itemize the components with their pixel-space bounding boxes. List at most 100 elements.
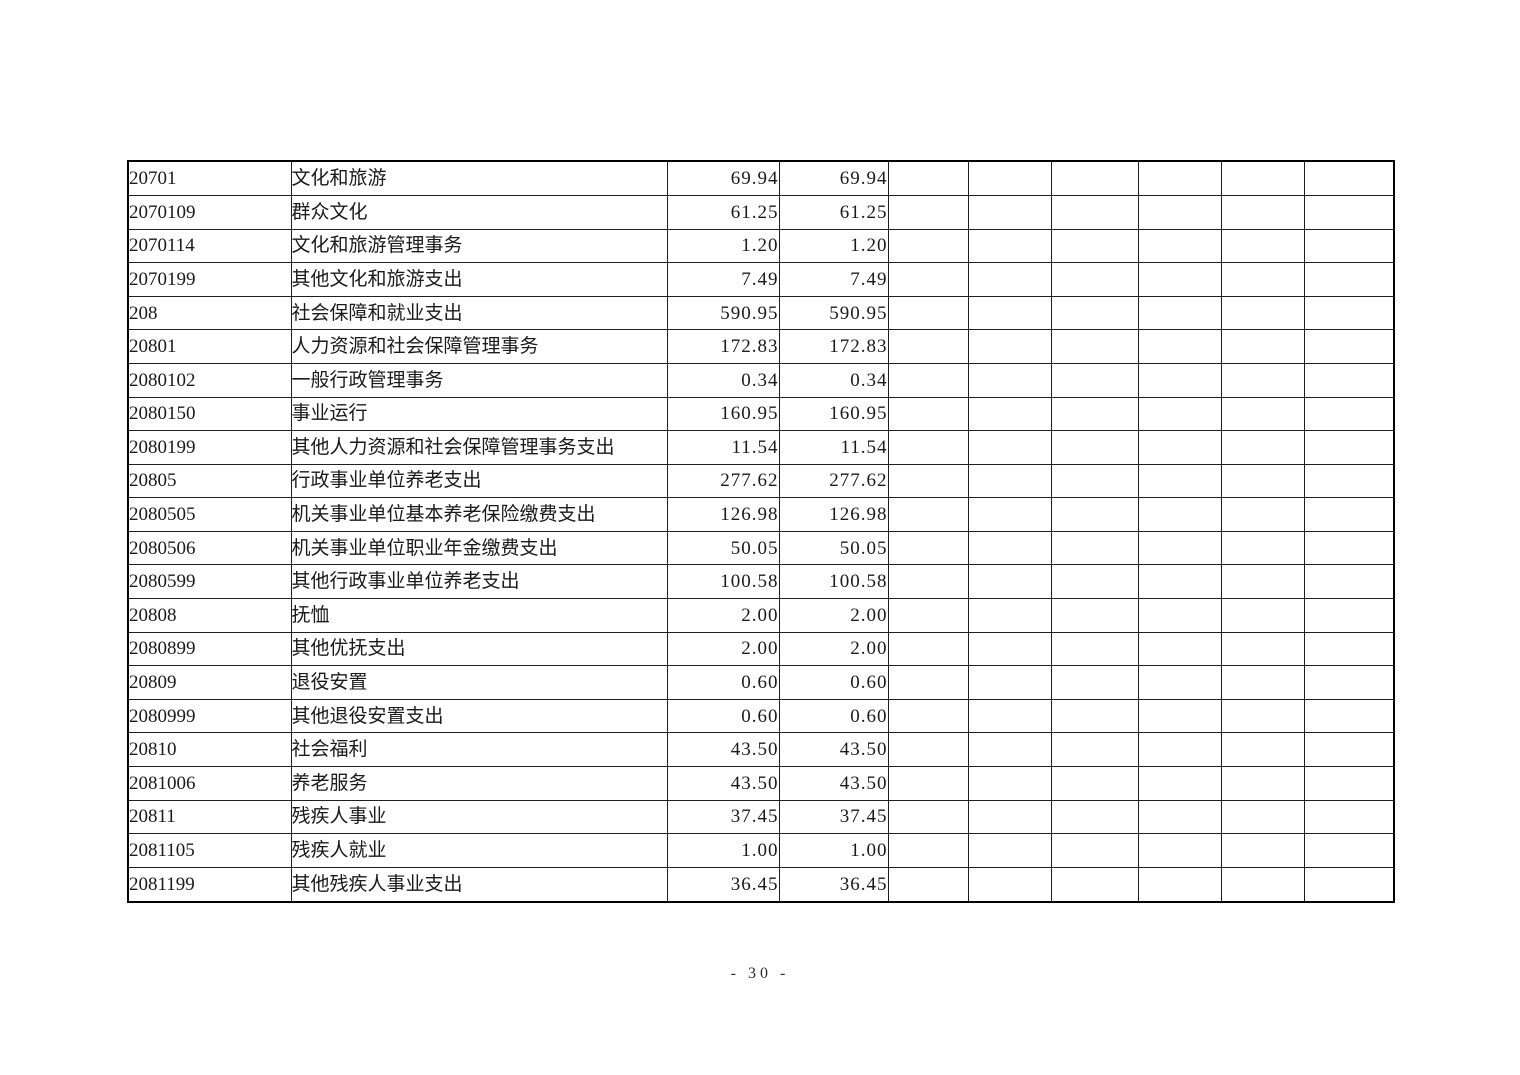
empty-cell: [1137, 866, 1222, 903]
empty-cell: [967, 732, 1052, 768]
empty-cell: [1303, 866, 1395, 903]
empty-cell: [1137, 732, 1222, 768]
amount-cell: 0.60: [666, 665, 780, 700]
amount-cell: 172.83: [666, 329, 780, 364]
empty-cell: [1303, 160, 1395, 196]
amount-cell: 2.00: [666, 598, 780, 633]
empty-cell: [1137, 598, 1222, 633]
amount-cell: 37.45: [778, 799, 889, 835]
name-cell: 文化和旅游: [290, 160, 668, 196]
code-cell: 2080199: [127, 430, 292, 465]
code-cell: 20801: [127, 329, 292, 364]
empty-cell: [1050, 497, 1139, 532]
empty-cell: [1220, 665, 1305, 700]
empty-cell: [967, 295, 1052, 331]
empty-cell: [1303, 766, 1395, 801]
empty-cell: [1137, 262, 1222, 297]
table-row: 208 社会保障和就业支出 590.95 590.95: [127, 295, 1395, 331]
empty-cell: [887, 631, 969, 667]
empty-cell: [1137, 362, 1222, 398]
empty-cell: [967, 698, 1052, 734]
amount-cell: 0.60: [666, 698, 780, 734]
empty-cell: [887, 396, 969, 432]
empty-cell: [1303, 698, 1395, 734]
code-cell: 2070114: [127, 228, 292, 264]
name-cell: 残疾人就业: [290, 833, 668, 868]
name-cell: 其他退役安置支出: [290, 698, 668, 734]
code-cell: 2070199: [127, 262, 292, 297]
empty-cell: [967, 430, 1052, 465]
code-cell: 208: [127, 295, 292, 331]
amount-cell: 50.05: [666, 530, 780, 566]
empty-cell: [967, 866, 1052, 903]
amount-cell: 160.95: [666, 396, 780, 432]
amount-cell: 160.95: [778, 396, 889, 432]
empty-cell: [1303, 295, 1395, 331]
amount-cell: 590.95: [666, 295, 780, 331]
amount-cell: 37.45: [666, 799, 780, 835]
empty-cell: [1220, 732, 1305, 768]
empty-cell: [967, 766, 1052, 801]
name-cell: 其他优抚支出: [290, 631, 668, 667]
empty-cell: [1050, 799, 1139, 835]
amount-cell: 1.00: [778, 833, 889, 868]
empty-cell: [1050, 564, 1139, 600]
name-cell: 群众文化: [290, 194, 668, 230]
amount-cell: 36.45: [778, 866, 889, 903]
empty-cell: [1303, 631, 1395, 667]
empty-cell: [967, 329, 1052, 364]
empty-cell: [1303, 362, 1395, 398]
empty-cell: [1303, 799, 1395, 835]
empty-cell: [1050, 430, 1139, 465]
code-cell: 2080599: [127, 564, 292, 600]
empty-cell: [887, 295, 969, 331]
empty-cell: [887, 329, 969, 364]
empty-cell: [1220, 463, 1305, 499]
table-row: 2081105 残疾人就业 1.00 1.00: [127, 833, 1395, 868]
table-row: 2080899 其他优抚支出 2.00 2.00: [127, 631, 1395, 667]
code-cell: 2080506: [127, 530, 292, 566]
empty-cell: [1220, 598, 1305, 633]
empty-cell: [1050, 396, 1139, 432]
amount-cell: 2.00: [778, 631, 889, 667]
name-cell: 其他残疾人事业支出: [290, 866, 668, 903]
empty-cell: [1137, 698, 1222, 734]
amount-cell: 36.45: [666, 866, 780, 903]
code-cell: 20808: [127, 598, 292, 633]
empty-cell: [1303, 598, 1395, 633]
empty-cell: [1050, 530, 1139, 566]
code-cell: 20701: [127, 160, 292, 196]
table-row: 2080506 机关事业单位职业年金缴费支出 50.05 50.05: [127, 530, 1395, 566]
empty-cell: [1050, 598, 1139, 633]
table-row: 20701 文化和旅游 69.94 69.94: [127, 160, 1395, 196]
amount-cell: 0.34: [778, 362, 889, 398]
amount-cell: 69.94: [778, 160, 889, 196]
empty-cell: [1220, 631, 1305, 667]
empty-cell: [967, 194, 1052, 230]
empty-cell: [1303, 430, 1395, 465]
empty-cell: [967, 228, 1052, 264]
empty-cell: [967, 362, 1052, 398]
name-cell: 社会福利: [290, 732, 668, 768]
empty-cell: [1303, 665, 1395, 700]
table-row: 20805 行政事业单位养老支出 277.62 277.62: [127, 463, 1395, 499]
amount-cell: 1.00: [666, 833, 780, 868]
empty-cell: [1137, 396, 1222, 432]
empty-cell: [1220, 362, 1305, 398]
amount-cell: 50.05: [778, 530, 889, 566]
amount-cell: 61.25: [778, 194, 889, 230]
name-cell: 事业运行: [290, 396, 668, 432]
name-cell: 文化和旅游管理事务: [290, 228, 668, 264]
empty-cell: [1137, 329, 1222, 364]
empty-cell: [1137, 631, 1222, 667]
empty-cell: [1303, 194, 1395, 230]
table-row: 2080505 机关事业单位基本养老保险缴费支出 126.98 126.98: [127, 497, 1395, 532]
empty-cell: [1050, 362, 1139, 398]
amount-cell: 43.50: [778, 732, 889, 768]
empty-cell: [1220, 228, 1305, 264]
table-row: 2080999 其他退役安置支出 0.60 0.60: [127, 698, 1395, 734]
code-cell: 2080505: [127, 497, 292, 532]
empty-cell: [967, 262, 1052, 297]
empty-cell: [967, 564, 1052, 600]
